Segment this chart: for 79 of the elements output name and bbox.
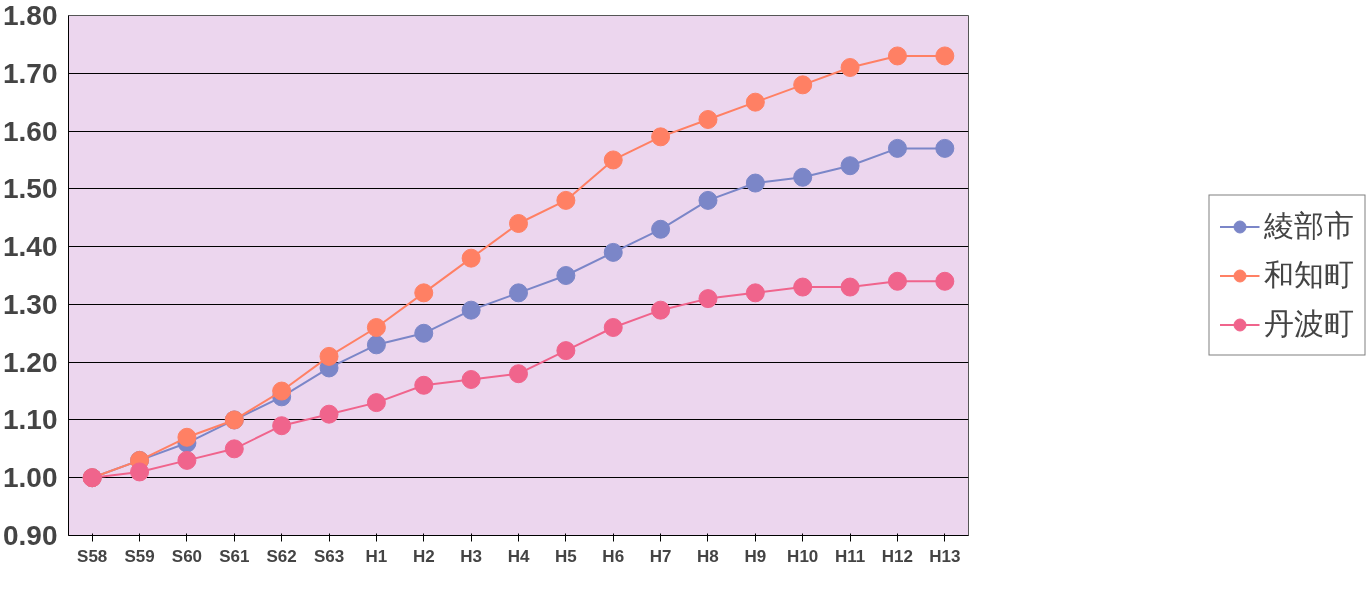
- point: [461, 370, 481, 389]
- point: [177, 427, 197, 447]
- x-tick-label: S62: [266, 546, 297, 566]
- y-tick-label: 1.30: [3, 288, 58, 320]
- x-tick-label: H5: [555, 546, 577, 566]
- x-tick-label: S60: [171, 546, 203, 566]
- point: [840, 156, 860, 176]
- point: [556, 190, 576, 210]
- point: [698, 110, 718, 129]
- x-tick-label: H1: [365, 546, 388, 566]
- legend-label: 綾部市: [1264, 206, 1354, 245]
- point: [556, 266, 576, 285]
- point: [509, 364, 528, 384]
- y-tick-label: 1.40: [3, 231, 58, 263]
- point: [603, 318, 623, 337]
- point: [651, 219, 671, 239]
- y-tick-label: 1.00: [3, 462, 58, 494]
- point: [793, 167, 813, 187]
- point: [461, 300, 481, 320]
- point: [651, 127, 671, 147]
- point: [651, 300, 671, 320]
- point: [272, 416, 292, 436]
- x-tick-label: H11: [834, 546, 866, 566]
- point: [556, 341, 576, 361]
- point: [224, 439, 244, 459]
- point: [935, 46, 955, 66]
- x-tick-label: H10: [787, 546, 819, 566]
- point: [319, 404, 339, 424]
- y-tick-label: 1.10: [3, 404, 58, 436]
- y-tick-label: 0.90: [3, 520, 58, 551]
- x-tick-label: H8: [697, 546, 719, 566]
- x-tick-label: S61: [219, 546, 250, 566]
- point: [745, 283, 765, 303]
- x-tick-label: S59: [124, 546, 155, 566]
- x-tick-label: H12: [881, 546, 914, 566]
- point: [509, 214, 528, 233]
- point: [366, 393, 386, 413]
- x-tick-label: S63: [313, 546, 345, 566]
- x-tick-label: H6: [602, 546, 625, 566]
- point: [130, 462, 150, 482]
- y-tick-label: 1.50: [3, 173, 58, 205]
- x-tick-label: H9: [744, 546, 767, 566]
- point: [272, 381, 292, 401]
- point: [603, 150, 623, 170]
- point: [603, 242, 623, 262]
- point: [414, 283, 434, 303]
- point: [793, 277, 813, 297]
- point: [935, 138, 955, 158]
- point: [366, 318, 386, 337]
- x-tick-label: H7: [649, 546, 672, 566]
- point: [319, 346, 339, 366]
- y-tick-label: 1.80: [3, 0, 58, 31]
- point: [461, 248, 481, 268]
- y-tick-label: 1.70: [3, 57, 58, 89]
- x-tick-label: H3: [460, 546, 482, 566]
- point: [887, 271, 907, 291]
- point: [177, 450, 197, 470]
- y-tick-label: 1.20: [3, 346, 58, 378]
- point: [366, 335, 386, 355]
- point: [745, 173, 765, 193]
- point: [840, 58, 860, 77]
- point: [414, 323, 434, 343]
- point: [698, 190, 718, 210]
- x-tick-label: S58: [77, 546, 108, 566]
- point: [414, 375, 434, 395]
- point: [935, 271, 955, 291]
- point: [745, 92, 765, 112]
- y-tick-label: 1.60: [3, 115, 58, 147]
- x-tick-label: H13: [929, 546, 961, 566]
- point: [793, 75, 813, 95]
- point: [509, 283, 528, 303]
- legend-label: 和知町: [1264, 255, 1354, 294]
- point: [840, 277, 860, 297]
- x-tick-label: H2: [412, 546, 435, 566]
- point: [887, 46, 907, 66]
- legend-label: 丹波町: [1264, 304, 1354, 343]
- point: [887, 138, 907, 158]
- x-tick-label: H4: [507, 546, 530, 566]
- point: [698, 289, 718, 309]
